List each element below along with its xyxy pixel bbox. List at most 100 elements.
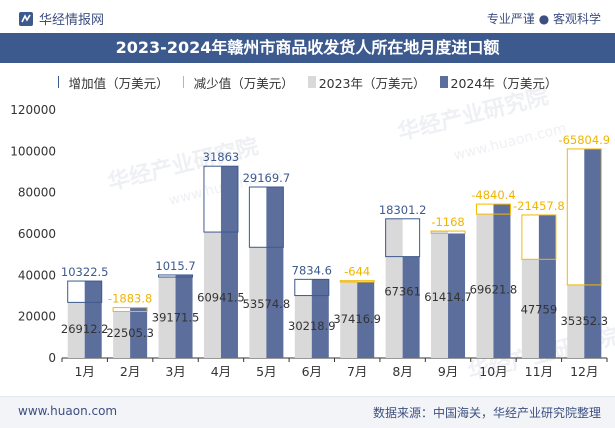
y-tick-label: 80000	[18, 186, 56, 200]
y-tick-label: 0	[48, 351, 56, 365]
legend-label-increase: 增加值（万美元）	[68, 75, 169, 91]
change-value-label: 18301.2	[379, 203, 427, 217]
change-value-label: -1168	[431, 215, 464, 229]
increase-marker	[158, 274, 194, 278]
bar-2024	[266, 186, 284, 358]
y-tick-label: 60000	[18, 227, 56, 241]
x-tick-label: 1月	[74, 364, 94, 379]
bar-2023	[340, 280, 358, 358]
x-tick-label: 2月	[120, 364, 140, 379]
bar-2023	[294, 295, 312, 358]
decrease-marker	[430, 230, 466, 234]
legend-swatch-2023	[307, 76, 316, 88]
bar-2024	[493, 204, 511, 358]
x-tick-label: 7月	[347, 364, 367, 379]
legend-item-increase: 增加值（万美元）	[57, 72, 169, 92]
x-tick-label: 5月	[256, 364, 276, 379]
x-tick-label: 12月	[570, 364, 598, 379]
change-value-label: -1883.8	[108, 292, 152, 306]
x-tick-label: 6月	[302, 364, 322, 379]
x-tick-label: 11月	[525, 364, 553, 379]
bar-2023	[431, 231, 449, 358]
increase-marker	[67, 280, 103, 303]
bar-value-label: 30218.9	[288, 319, 336, 333]
legend-label-decrease: 减少值（万美元）	[193, 75, 294, 91]
change-value-label: 1015.7	[155, 259, 195, 273]
bar-2024	[130, 307, 148, 358]
bar-2023	[249, 247, 267, 358]
brand-name: 华经情报网	[39, 13, 105, 28]
bar-2024	[402, 256, 420, 358]
legend-label-2023: 2023年（万美元）	[318, 75, 426, 91]
top-bar: 华经情报网 专业严谨 ● 客观科学	[0, 0, 615, 36]
bar-2024	[357, 282, 375, 358]
change-value-label: -4840.4	[471, 188, 515, 202]
bar-2024	[311, 279, 329, 358]
brand: 华经情报网	[18, 9, 104, 28]
legend-swatch-increase	[57, 76, 66, 88]
x-tick-label: 4月	[211, 364, 231, 379]
increase-marker	[294, 278, 330, 297]
legend-item-2023: 2023年（万美元）	[307, 72, 426, 92]
bar-value-label: 60941.5	[197, 290, 245, 304]
change-value-label: 29169.7	[243, 171, 291, 185]
bar-value-label: 26912.2	[61, 322, 109, 336]
change-value-label: -65804.9	[558, 133, 610, 147]
x-tick-label: 9月	[438, 364, 458, 379]
brand-logo-icon	[19, 11, 33, 26]
legend-label-2024: 2024年（万美元）	[450, 75, 558, 91]
decrease-marker	[566, 148, 602, 286]
y-tick-label: 40000	[18, 268, 56, 282]
legend-item-decrease: 减少值（万美元）	[182, 72, 294, 92]
change-value-label: 7834.6	[292, 263, 332, 277]
x-tick-label: 10月	[479, 364, 507, 379]
chart-title: 2023-2024年赣州市商品收发货人所在地月度进口额	[115, 38, 500, 57]
bar-2023	[67, 302, 85, 358]
tagline: 专业严谨 ● 客观科学	[486, 12, 601, 26]
bar-2023	[385, 218, 403, 358]
bar-value-label: 35352.3	[561, 314, 609, 328]
x-tick-label: 8月	[392, 364, 412, 379]
bar-2024	[175, 274, 193, 358]
bar-value-label: 37416.9	[333, 312, 381, 326]
decrease-marker	[475, 203, 511, 215]
footer-url: www.huaon.com	[18, 404, 118, 418]
chart-canvas: 华经产业研究院华经产业研究院华经产业研究院www.huaon.comwww.hu…	[10, 83, 615, 385]
bar-2023	[567, 284, 585, 358]
bar-2024	[220, 166, 238, 358]
increase-marker	[248, 186, 284, 248]
decrease-marker	[339, 280, 375, 283]
bar-2023	[521, 259, 539, 358]
bar-value-label: 69621.8	[470, 282, 518, 296]
change-value-label: 10322.5	[61, 265, 109, 279]
increase-marker	[385, 218, 421, 258]
y-tick-label: 20000	[18, 310, 56, 324]
bar-2024	[84, 281, 102, 358]
bar-value-label: 67361	[384, 284, 421, 298]
decrease-marker	[521, 214, 557, 260]
chart-legend: 增加值（万美元） 减少值（万美元） 2023年（万美元） 2024年（万美元）	[0, 72, 615, 92]
bar-2023	[476, 214, 494, 358]
legend-swatch-2024	[439, 76, 448, 88]
bar-value-label: 22505.3	[106, 326, 154, 340]
footer-source: 数据来源：中国海关，华经产业研究院整理	[372, 406, 601, 420]
decrease-marker	[112, 307, 148, 312]
footer: www.huaon.com 数据来源：中国海关，华经产业研究院整理	[0, 396, 615, 428]
change-value-label: -21457.8	[513, 199, 565, 213]
y-tick-label: 120000	[10, 103, 56, 117]
bar-2023	[203, 232, 221, 358]
bar-value-label: 53574.8	[243, 297, 291, 311]
bar-2024	[538, 214, 556, 358]
bar-value-label: 39171.5	[152, 311, 200, 325]
legend-item-2024: 2024年（万美元）	[439, 72, 558, 92]
legend-swatch-decrease	[182, 76, 191, 88]
bar-value-label: 47759	[521, 303, 558, 317]
change-value-label: 31863	[203, 150, 240, 164]
bar-2023	[113, 311, 131, 358]
bar-value-label: 61414.7	[424, 290, 472, 304]
change-value-label: -644	[344, 265, 370, 279]
title-bar: 2023-2024年赣州市商品收发货人所在地月度进口额	[0, 33, 615, 63]
bar-2023	[158, 277, 176, 358]
increase-marker	[203, 165, 239, 233]
y-tick-label: 100000	[10, 144, 56, 158]
